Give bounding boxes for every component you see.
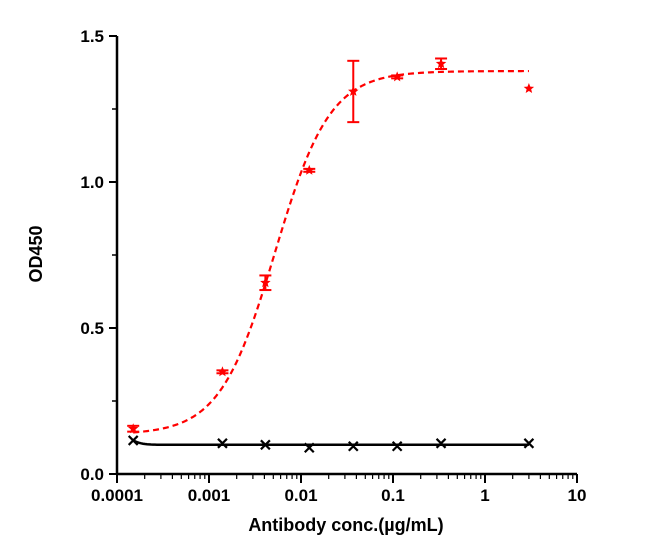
- y-tick-label: 1.0: [80, 173, 104, 192]
- data-point-series-2: [127, 435, 139, 446]
- data-point-series-1: [435, 58, 447, 69]
- data-point-series-2: [435, 438, 447, 449]
- data-point-series-2: [303, 442, 315, 453]
- data-points: [127, 58, 535, 453]
- fit-curve-series-2: [132, 439, 529, 447]
- x-tick-label: 1: [480, 486, 489, 505]
- x-tick-label: 0.1: [381, 486, 405, 505]
- y-tick-label: 0.0: [80, 465, 104, 484]
- data-point-series-1: [348, 85, 359, 96]
- x-axis-label: Antibody conc.(µg/mL): [248, 515, 443, 535]
- data-point-series-1: [260, 277, 271, 288]
- axes: 0.0 0.5 1.0 1.5 0.0001 0.001 0.01 0.1 1 10: [80, 27, 586, 505]
- fit-curve-series-1: [133, 69, 529, 434]
- data-point-series-1: [391, 71, 403, 82]
- data-point-series-1: [304, 164, 315, 175]
- x-tick-label: 10: [568, 486, 587, 505]
- y-axis-label: OD450: [26, 225, 46, 282]
- x-tick-label: 0.0001: [91, 486, 143, 505]
- y-tick-label: 1.5: [80, 27, 104, 46]
- error-bars: [127, 57, 448, 433]
- data-point-series-1: [127, 423, 139, 434]
- y-tick-label: 0.5: [80, 319, 104, 338]
- data-point-series-2: [391, 440, 403, 452]
- x-tick-label: 0.001: [188, 486, 231, 505]
- x-tick-label: 0.01: [284, 486, 317, 505]
- fit-curves: [132, 69, 529, 447]
- data-point-series-2: [217, 438, 228, 449]
- data-point-series-1: [523, 83, 535, 94]
- data-point-series-2: [523, 438, 535, 449]
- data-point-series-2: [347, 440, 359, 452]
- data-point-series-1: [217, 366, 228, 377]
- data-point-series-2: [260, 439, 271, 451]
